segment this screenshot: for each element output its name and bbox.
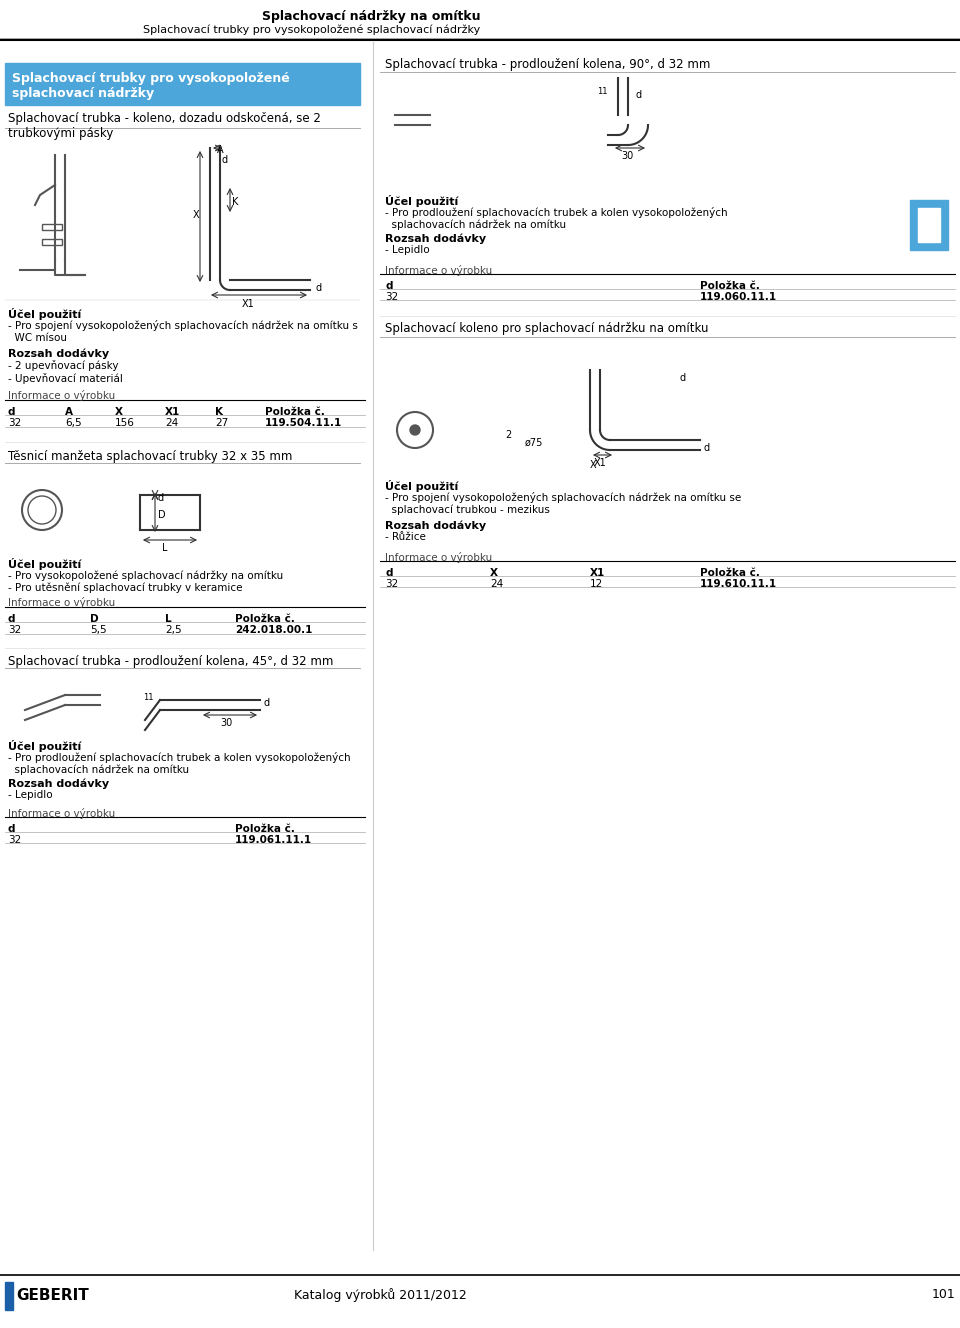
Text: X: X [490, 568, 498, 578]
Text: Rozsah dodávky: Rozsah dodávky [385, 521, 486, 530]
Text: Položka č.: Položka č. [700, 282, 760, 291]
Text: 119.504.11.1: 119.504.11.1 [265, 418, 343, 428]
Text: d: d [222, 155, 228, 165]
Bar [918, 208, 940, 242]
Text: d: d [385, 282, 393, 291]
Text: Těsnicí manžeta splachovací trubky 32 x 35 mm: Těsnicí manžeta splachovací trubky 32 x … [8, 450, 293, 463]
Text: 32: 32 [8, 418, 21, 428]
Text: Splachovací trubky pro vysokopoložené splachovací nádržky: Splachovací trubky pro vysokopoložené sp… [143, 24, 480, 35]
Text: Splachovací trubky pro vysokopoložené
splachovací nádržky: Splachovací trubky pro vysokopoložené sp… [12, 72, 290, 100]
Text: d: d [703, 444, 709, 453]
Text: Položka č.: Položka č. [235, 614, 295, 624]
Text: 30: 30 [220, 718, 232, 728]
Text: X1: X1 [593, 458, 607, 467]
Text: - Lepidlo: - Lepidlo [385, 244, 430, 255]
Text: Informace o výrobku: Informace o výrobku [8, 807, 115, 819]
Text: 101: 101 [931, 1288, 955, 1301]
Bar [42, 239, 62, 244]
Text: Položka č.: Položka č. [235, 823, 295, 834]
Text: GEBERIT: GEBERIT [16, 1288, 88, 1303]
Text: 242.018.00.1: 242.018.00.1 [235, 625, 312, 635]
Text: d: d [680, 373, 686, 382]
Text: d: d [158, 493, 164, 503]
Text: A: A [217, 145, 224, 155]
Text: 24: 24 [490, 579, 503, 590]
Bar [5, 1282, 13, 1309]
Bar [5, 62, 360, 105]
Text: d: d [263, 699, 269, 708]
Text: Položka č.: Položka č. [265, 406, 324, 417]
Text: Splachovací trubka - prodloužení kolena, 45°, d 32 mm: Splachovací trubka - prodloužení kolena,… [8, 655, 333, 668]
Text: 156: 156 [115, 418, 134, 428]
Text: Účel použití: Účel použití [385, 479, 458, 491]
Bar [42, 224, 62, 230]
Text: Rozsah dodávky: Rozsah dodávky [8, 348, 109, 359]
Text: Rozsah dodávky: Rozsah dodávky [8, 778, 109, 789]
Text: X1: X1 [590, 568, 605, 578]
Text: K: K [215, 406, 223, 417]
Text: d: d [8, 614, 15, 624]
Text: D: D [90, 614, 99, 624]
Text: d: d [635, 90, 641, 100]
Text: X: X [590, 459, 596, 470]
Text: X1: X1 [242, 299, 254, 309]
Text: Účel použití: Účel použití [8, 558, 82, 570]
Text: Rozsah dodávky: Rozsah dodávky [385, 232, 486, 243]
Text: d: d [385, 568, 393, 578]
Text: Položka č.: Položka č. [700, 568, 760, 578]
Text: d: d [8, 406, 15, 417]
Text: ø75: ø75 [525, 438, 543, 448]
Text: 119.610.11.1: 119.610.11.1 [700, 579, 778, 590]
Text: - Růžice: - Růžice [385, 533, 426, 542]
Text: 6,5: 6,5 [65, 418, 82, 428]
Text: K: K [232, 197, 238, 207]
Text: - Pro spojení vysokopoložených splachovacích nádržek na omítku se
  splachovací : - Pro spojení vysokopoložených splachova… [385, 491, 741, 515]
Text: Informace o výrobku: Informace o výrobku [385, 266, 492, 276]
Text: Účel použití: Účel použití [8, 740, 82, 752]
Text: Splachovací nádržky na omítku: Splachovací nádržky na omítku [261, 11, 480, 23]
Text: - Pro vysokopoložené splachovací nádržky na omítku
- Pro utěsnění splachovací tr: - Pro vysokopoložené splachovací nádržky… [8, 570, 283, 592]
Text: 2: 2 [505, 430, 512, 440]
Text: d: d [8, 823, 15, 834]
Text: X1: X1 [165, 406, 180, 417]
Text: 32: 32 [385, 292, 398, 301]
Text: - Pro spojení vysokopoložených splachovacích nádržek na omítku s
  WC mísou: - Pro spojení vysokopoložených splachova… [8, 320, 358, 343]
Text: 119.060.11.1: 119.060.11.1 [700, 292, 778, 301]
Text: D: D [158, 510, 166, 521]
Text: Účel použití: Účel použití [385, 195, 458, 207]
Text: L: L [162, 543, 168, 552]
Text: - Pro prodloužení splachovacích trubek a kolen vysokopoložených
  splachovacích : - Pro prodloužení splachovacích trubek a… [8, 752, 350, 776]
Text: 11: 11 [143, 693, 154, 703]
Text: 30: 30 [621, 151, 634, 161]
Text: - 2 upevňovací pásky
- Upevňovací materiál: - 2 upevňovací pásky - Upevňovací materi… [8, 360, 123, 384]
Text: Splachovací trubka - koleno, dozadu odskočená, se 2
trubkovými pásky: Splachovací trubka - koleno, dozadu odsk… [8, 112, 321, 139]
Text: Splachovací trubka - prodloužení kolena, 90°, d 32 mm: Splachovací trubka - prodloužení kolena,… [385, 58, 710, 70]
Text: L: L [165, 614, 172, 624]
Text: Informace o výrobku: Informace o výrobku [8, 390, 115, 401]
Text: X: X [115, 406, 123, 417]
Text: Katalog výrobků 2011/2012: Katalog výrobků 2011/2012 [294, 1288, 467, 1301]
Circle shape [410, 425, 420, 436]
Text: 11: 11 [597, 88, 608, 96]
Text: - Lepidlo: - Lepidlo [8, 790, 53, 799]
Text: 24: 24 [165, 418, 179, 428]
Text: 119.061.11.1: 119.061.11.1 [235, 835, 312, 845]
Text: 2,5: 2,5 [165, 625, 181, 635]
Text: X: X [193, 210, 200, 220]
Text: d: d [315, 283, 322, 293]
Bar [910, 201, 948, 250]
Text: 27: 27 [215, 418, 228, 428]
Text: Účel použití: Účel použití [8, 308, 82, 320]
Text: Splachovací koleno pro splachovací nádržku na omítku: Splachovací koleno pro splachovací nádrž… [385, 321, 708, 335]
Text: 12: 12 [590, 579, 603, 590]
Text: 32: 32 [8, 835, 21, 845]
Text: 32: 32 [385, 579, 398, 590]
Text: - Pro prodloužení splachovacích trubek a kolen vysokopoložených
  splachovacích : - Pro prodloužení splachovacích trubek a… [385, 207, 728, 230]
Text: Informace o výrobku: Informace o výrobku [385, 552, 492, 563]
Text: A: A [65, 406, 73, 417]
Text: 32: 32 [8, 625, 21, 635]
Text: 5,5: 5,5 [90, 625, 107, 635]
Text: Informace o výrobku: Informace o výrobku [8, 598, 115, 608]
